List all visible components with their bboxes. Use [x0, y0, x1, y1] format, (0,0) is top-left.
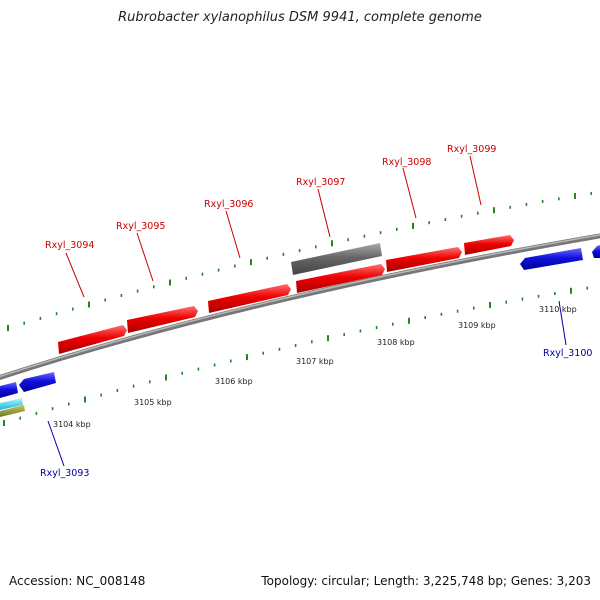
rna-feature-olive [0, 405, 25, 417]
callout-rxyl-3100 [558, 300, 567, 346]
callout-rxyl-3095 [136, 232, 154, 282]
gene-arrow-rxyl-3097[interactable] [296, 264, 385, 293]
ruler-label-3105: 3105 kbp [134, 398, 172, 407]
ruler-label-3107: 3107 kbp [296, 357, 334, 366]
gene-label-rxyl-3097[interactable]: Rxyl_3097 [296, 177, 345, 188]
label-callouts [47, 155, 567, 467]
genome-backbone-highlight [0, 234, 600, 378]
ruler-label-3106: 3106 kbp [215, 377, 253, 386]
gene-arrow-partial-left[interactable] [0, 382, 18, 398]
gene-box-pseudo[interactable] [291, 243, 382, 275]
map-title: Rubrobacter xylanophilus DSM 9941, compl… [118, 10, 482, 25]
gene-arrow-rxyl-3094[interactable] [58, 325, 127, 354]
callout-rxyl-3098 [402, 167, 417, 219]
reverse-tick-track [3, 286, 589, 426]
gene-arrow-rxyl-3100[interactable] [520, 248, 583, 270]
gene-labels: Rxyl_3094 Rxyl_3095 Rxyl_3096 Rxyl_3097 … [40, 144, 592, 479]
callout-rxyl-3094 [65, 252, 85, 298]
gene-arrow-rxyl-3098[interactable] [386, 247, 462, 272]
gene-arrow-rxyl-3096[interactable] [208, 284, 291, 313]
gene-label-rxyl-3099[interactable]: Rxyl_3099 [447, 144, 496, 155]
gene-label-rxyl-3100[interactable]: Rxyl_3100 [543, 348, 592, 359]
genome-backbone [0, 233, 600, 381]
gene-arrow-partial-right[interactable] [592, 245, 600, 258]
gene-label-rxyl-3098[interactable]: Rxyl_3098 [382, 157, 431, 168]
callout-rxyl-3093 [47, 420, 65, 467]
reverse-genes [0, 245, 600, 417]
gene-label-rxyl-3094[interactable]: Rxyl_3094 [45, 240, 94, 251]
forward-genes [58, 235, 514, 354]
gene-label-rxyl-3095[interactable]: Rxyl_3095 [116, 221, 165, 232]
ruler-label-3108: 3108 kbp [377, 338, 415, 347]
ruler-label-3109: 3109 kbp [458, 321, 496, 330]
gene-arrow-rxyl-3093[interactable] [19, 372, 56, 392]
ruler-labels: 3104 kbp 3105 kbp 3106 kbp 3107 kbp 3108… [53, 305, 577, 429]
gene-arrow-rxyl-3099[interactable] [464, 235, 514, 255]
accession-label: Accession: NC_008148 [9, 574, 146, 588]
gene-label-rxyl-3096[interactable]: Rxyl_3096 [204, 199, 253, 210]
ruler-label-3104: 3104 kbp [53, 420, 91, 429]
forward-tick-track [7, 191, 593, 331]
rna-feature-cyan [0, 398, 23, 410]
ruler-label-3110: 3110 kbp [539, 305, 577, 314]
callout-rxyl-3099 [469, 155, 482, 206]
gene-label-rxyl-3093[interactable]: Rxyl_3093 [40, 468, 89, 479]
callout-rxyl-3096 [225, 210, 241, 259]
gene-arrow-rxyl-3095[interactable] [127, 306, 198, 333]
genome-summary: Topology: circular; Length: 3,225,748 bp… [261, 574, 591, 588]
callout-rxyl-3097 [317, 188, 331, 238]
